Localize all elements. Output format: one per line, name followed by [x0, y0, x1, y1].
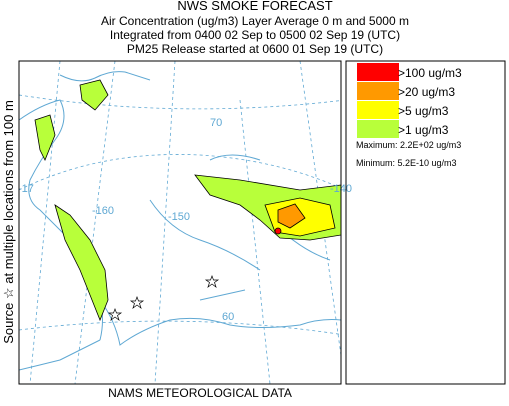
- legend-label: >5 ug/m3: [398, 104, 449, 118]
- grid-label: 70: [210, 117, 222, 129]
- grid-label: -17: [18, 183, 34, 195]
- map-frame: [18, 60, 342, 385]
- legend-label: >100 ug/m3: [398, 66, 462, 80]
- subtitle: Integrated from 0400 02 Sep to 0500 02 S…: [110, 28, 400, 42]
- legend-minimum: Minimum: 5.2E-10 ug/m3: [356, 158, 457, 168]
- legend-swatch: [357, 101, 399, 119]
- map: [19, 61, 341, 384]
- source-label: Source ☆ at multiple locations from 100 …: [1, 100, 16, 344]
- subtitle: PM25 Release started at 0600 01 Sep 19 (…: [127, 42, 383, 56]
- legend-maximum: Maximum: 2.2E+02 ug/m3: [356, 140, 461, 150]
- legend-frame: [345, 60, 506, 385]
- legend-swatch: [357, 120, 399, 138]
- grid-label: -150: [168, 211, 190, 223]
- grid-label: -160: [92, 205, 114, 217]
- legend-label: >1 ug/m3: [398, 123, 449, 137]
- grid-label: 60: [222, 311, 234, 323]
- footer: NAMS METEOROLOGICAL DATA: [108, 386, 292, 400]
- legend-label: >20 ug/m3: [398, 85, 455, 99]
- subtitle: Air Concentration (ug/m3) Layer Average …: [101, 14, 409, 28]
- legend-swatch: [357, 82, 399, 100]
- title: NWS SMOKE FORECAST: [177, 0, 332, 13]
- legend-swatch: [357, 63, 399, 81]
